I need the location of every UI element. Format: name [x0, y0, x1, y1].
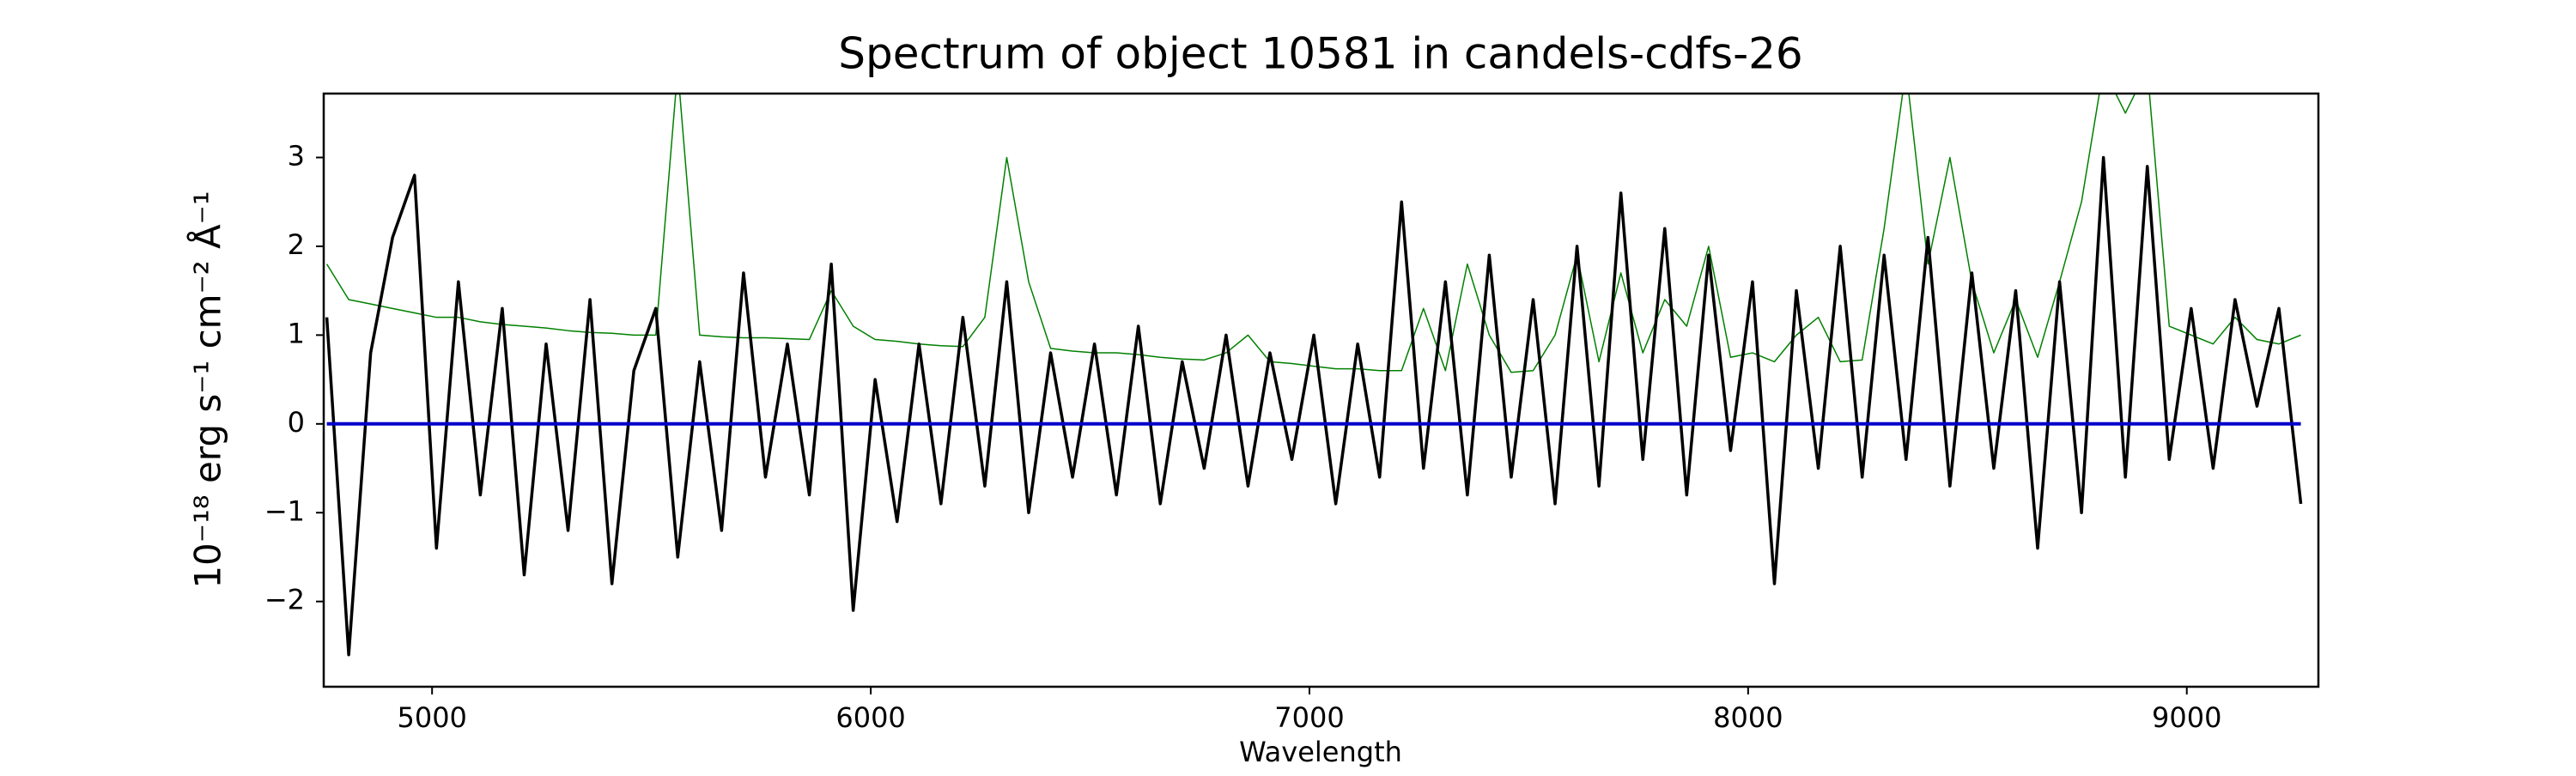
y-tick-label: −2	[264, 584, 305, 616]
y-tick-label: −1	[264, 494, 305, 527]
series-line	[325, 155, 2303, 657]
x-tick-label: 9000	[2152, 701, 2221, 734]
x-tick-label: 6000	[835, 701, 905, 734]
y-tick-label: 0	[288, 406, 305, 439]
y-tick-label: 3	[288, 139, 305, 172]
plot-lines	[325, 94, 2303, 657]
chart-title: Spectrum of object 10581 in candels-cdfs…	[838, 29, 1803, 79]
x-tick-label: 8000	[1713, 701, 1783, 734]
series-line	[325, 94, 2301, 373]
plot-frame	[322, 92, 2320, 688]
y-axis-label: 10⁻¹⁸ erg s⁻¹ cm⁻² Å⁻¹	[186, 191, 229, 588]
x-tick-label: 5000	[397, 701, 466, 734]
x-axis-label: Wavelength	[1239, 736, 1402, 768]
x-tick-label: 7000	[1274, 701, 1344, 734]
y-tick-label: 1	[288, 317, 305, 349]
y-tick-label: 2	[288, 228, 305, 261]
